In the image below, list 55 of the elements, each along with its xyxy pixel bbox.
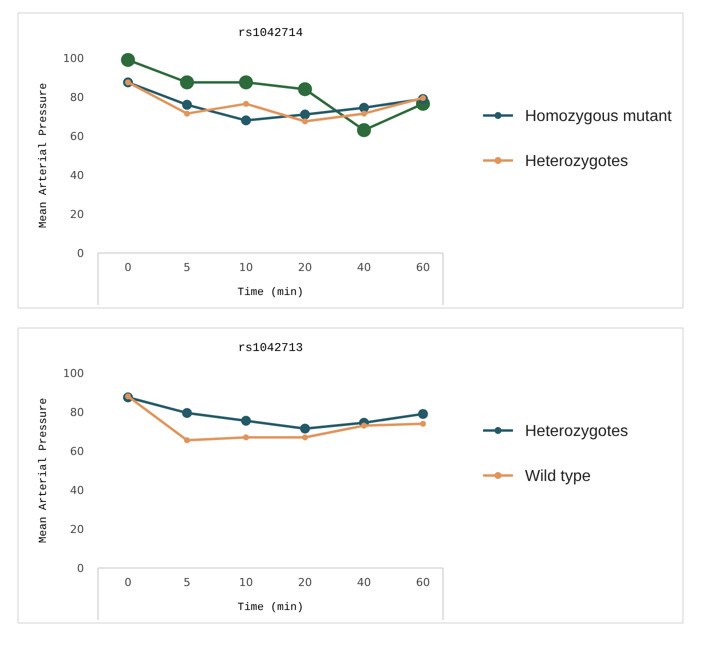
point	[184, 437, 190, 444]
legend-label: Heterozygotes	[525, 423, 628, 440]
x-tick-label: 20	[298, 576, 312, 589]
y-tick-label: 0	[77, 562, 84, 575]
point	[241, 115, 251, 126]
point	[239, 75, 253, 90]
x-axis-title: Time (min)	[237, 287, 304, 299]
point	[182, 408, 192, 418]
point	[361, 422, 367, 429]
y-axis-title: Mean Arterial Pressure	[38, 82, 50, 228]
x-tick-label: 40	[357, 576, 371, 589]
x-tick-label: 20	[298, 261, 312, 274]
x-tick-label: 0	[124, 261, 132, 274]
y-tick-label: 100	[63, 366, 84, 380]
point	[357, 123, 371, 138]
point	[184, 110, 190, 117]
x-tick-label: 0	[124, 576, 132, 589]
y-axis-title: Mean Arterial Pressure	[38, 398, 50, 544]
point	[420, 420, 426, 427]
x-tick-label: 5	[184, 576, 190, 589]
y-tick-label: 60	[70, 444, 84, 458]
x-tick-label: 60	[416, 261, 430, 274]
point	[361, 110, 367, 117]
x-tick-label: 5	[184, 261, 190, 274]
y-tick-label: 40	[70, 484, 84, 497]
y-tick-label: 0	[77, 246, 84, 260]
y-tick-label: 20	[70, 522, 84, 536]
point	[302, 118, 308, 124]
x-axis-title: Time (min)	[237, 602, 304, 614]
point	[241, 416, 251, 426]
x-tick-label: 40	[357, 261, 371, 274]
y-tick-label: 80	[70, 90, 84, 104]
legend-label: Wild type	[525, 468, 591, 486]
point	[418, 408, 428, 419]
point	[243, 434, 249, 440]
point	[180, 75, 194, 90]
legend-label: Heterozygotes	[525, 153, 628, 170]
point	[182, 100, 192, 110]
chart-title: rs1042714	[238, 26, 303, 40]
x-tick-label: 60	[416, 576, 430, 589]
chart-title: rs1042713	[238, 341, 303, 355]
point	[243, 100, 249, 107]
x-tick-label: 10	[239, 261, 253, 274]
point	[300, 424, 310, 434]
legend-label: Homozygous mutant	[525, 108, 672, 126]
x-tick-label: 10	[239, 576, 253, 589]
y-tick-label: 20	[70, 208, 84, 221]
y-tick-label: 60	[70, 130, 84, 143]
y-tick-label: 100	[63, 52, 84, 65]
point	[121, 52, 135, 67]
point	[298, 82, 312, 96]
y-tick-label: 40	[70, 168, 84, 182]
point	[302, 434, 308, 440]
y-tick-label: 80	[70, 406, 84, 419]
point	[300, 110, 310, 120]
